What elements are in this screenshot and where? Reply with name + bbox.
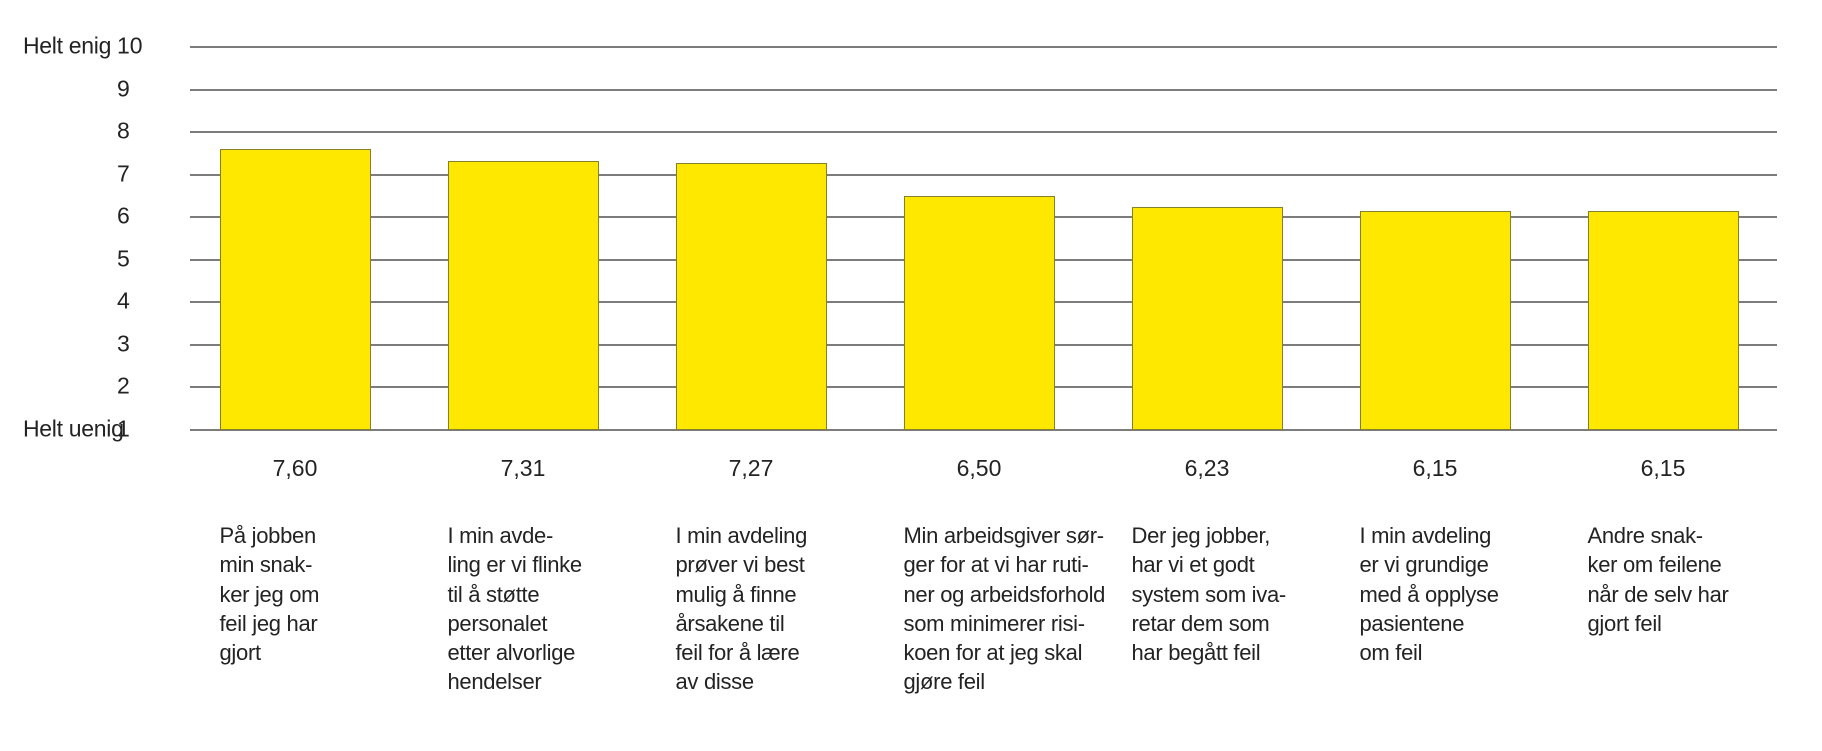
bar-value-label: 6,50 — [956, 455, 1002, 481]
y-tick-label: 7 — [117, 160, 130, 187]
y-tick-label: 6 — [117, 202, 130, 229]
category-label: På jobben min snak- ker jeg om feil jeg … — [219, 523, 320, 666]
y-tick-row: 7 — [23, 162, 130, 185]
y-gridline — [190, 88, 1777, 91]
y-gridline — [190, 429, 1777, 431]
y-tick-label: 2 — [117, 373, 130, 400]
bar-value-label: 7,27 — [728, 455, 774, 481]
bar — [1359, 210, 1511, 430]
bar-value-label: 7,60 — [272, 455, 318, 481]
y-tick-row: 2 — [23, 375, 130, 398]
y-tick-label: 3 — [117, 330, 130, 357]
bar — [675, 163, 827, 430]
bar-value-label: 6,15 — [1412, 455, 1458, 481]
y-tick-label: 8 — [117, 117, 130, 144]
y-tick-row: 9 — [23, 77, 130, 100]
y-gridline — [190, 131, 1777, 134]
bar-value-label: 6,23 — [1184, 455, 1230, 481]
bar — [447, 161, 599, 430]
category-label: Der jeg jobber, har vi et godt system so… — [1131, 523, 1287, 666]
category-label: Andre snak- ker om feilene når de selv h… — [1587, 523, 1729, 636]
bar-value-label: 6,15 — [1640, 455, 1686, 481]
bar — [1131, 207, 1283, 430]
y-tick-label: 9 — [117, 75, 130, 102]
y-tick-label: 10 — [117, 32, 143, 59]
y-gridline — [190, 46, 1777, 48]
y-tick-row: Helt enig 10 — [23, 32, 143, 59]
y-tick-row: 3 — [23, 332, 130, 355]
y-gridline — [190, 173, 1777, 176]
bar — [903, 195, 1055, 430]
category-label: I min avde- ling er vi flinke til å støt… — [447, 523, 583, 695]
bar — [219, 149, 371, 430]
category-label: Min arbeidsgiver sør- ger for at vi har … — [903, 523, 1106, 695]
y-tick-row: Helt uenig 1 — [23, 415, 130, 442]
axis-endpoint-label: Helt uenig — [23, 415, 124, 442]
y-tick-row: 4 — [23, 287, 130, 314]
y-tick-row: 5 — [23, 247, 130, 270]
y-tick-label: 1 — [117, 415, 130, 442]
y-tick-row: 8 — [23, 117, 130, 144]
bar-value-label: 7,31 — [500, 455, 546, 481]
category-label: I min avdeling prøver vi best mulig å fi… — [675, 523, 808, 695]
bar — [1587, 210, 1739, 430]
y-tick-row: 6 — [23, 202, 130, 229]
y-tick-label: 4 — [117, 287, 130, 314]
y-tick-label: 5 — [117, 245, 130, 272]
axis-endpoint-label: Helt enig — [23, 32, 112, 59]
category-label: I min avdeling er vi grundige med å oppl… — [1359, 523, 1499, 666]
